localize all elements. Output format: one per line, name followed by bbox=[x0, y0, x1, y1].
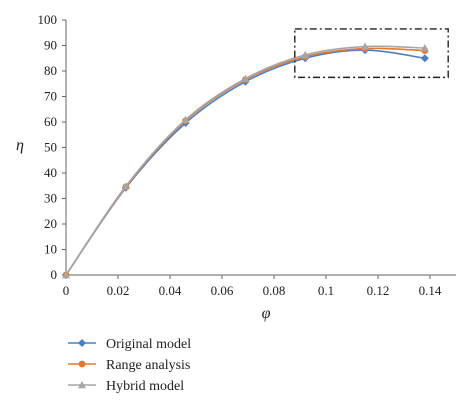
legend-marker bbox=[78, 339, 86, 347]
y-tick-label: 40 bbox=[44, 165, 57, 180]
y-tick-label: 60 bbox=[44, 114, 57, 129]
x-tick-label: 0.14 bbox=[419, 283, 442, 298]
y-tick-label: 50 bbox=[44, 140, 57, 155]
x-tick-label: 0 bbox=[63, 283, 70, 298]
x-axis-label: φ bbox=[262, 305, 271, 322]
x-tick-label: 0.1 bbox=[318, 283, 334, 298]
data-point bbox=[301, 50, 310, 59]
data-point bbox=[361, 42, 369, 50]
legend: Original model Range analysis Hybrid model bbox=[68, 337, 191, 394]
y-tick-label: 70 bbox=[44, 89, 57, 104]
y-tick-label: 20 bbox=[44, 216, 57, 231]
data-point bbox=[241, 74, 250, 82]
data-point bbox=[181, 115, 190, 123]
x-tick-label: 0.06 bbox=[211, 283, 234, 298]
axes: 0 10 20 30 40 50 60 70 80 90 100 0 0.02 0.04 0.06 0.08 0… bbox=[38, 12, 456, 298]
series-layer bbox=[62, 42, 429, 279]
y-tick-label: 10 bbox=[44, 242, 57, 257]
data-point bbox=[121, 182, 130, 190]
legend-item: Range analysis bbox=[68, 358, 190, 373]
x-tick-label: 0.04 bbox=[159, 283, 182, 298]
y-tick-label: 90 bbox=[44, 38, 57, 53]
y-tick-label: 30 bbox=[44, 191, 57, 206]
highlight-box bbox=[294, 28, 449, 79]
data-point bbox=[420, 44, 429, 52]
legend-marker bbox=[78, 381, 86, 389]
x-tick-label: 0.08 bbox=[263, 283, 286, 298]
data-point bbox=[420, 54, 429, 63]
y-tick-label: 100 bbox=[38, 12, 58, 27]
annotation-layer bbox=[294, 28, 449, 79]
x-tick-label: 0.02 bbox=[107, 283, 130, 298]
legend-item: Original model bbox=[68, 337, 191, 352]
x-tick-label: 0.12 bbox=[367, 283, 390, 298]
y-tick-label: 80 bbox=[44, 63, 57, 78]
legend-item: Hybrid model bbox=[68, 379, 184, 394]
series-hybrid-model bbox=[62, 42, 429, 279]
legend-label: Hybrid model bbox=[106, 379, 184, 394]
y-tick-label: 0 bbox=[51, 267, 58, 282]
y-axis-label: η bbox=[16, 137, 24, 154]
legend-marker bbox=[78, 360, 86, 368]
data-point bbox=[62, 271, 70, 279]
legend-label: Range analysis bbox=[106, 358, 190, 373]
legend-label: Original model bbox=[106, 337, 191, 352]
